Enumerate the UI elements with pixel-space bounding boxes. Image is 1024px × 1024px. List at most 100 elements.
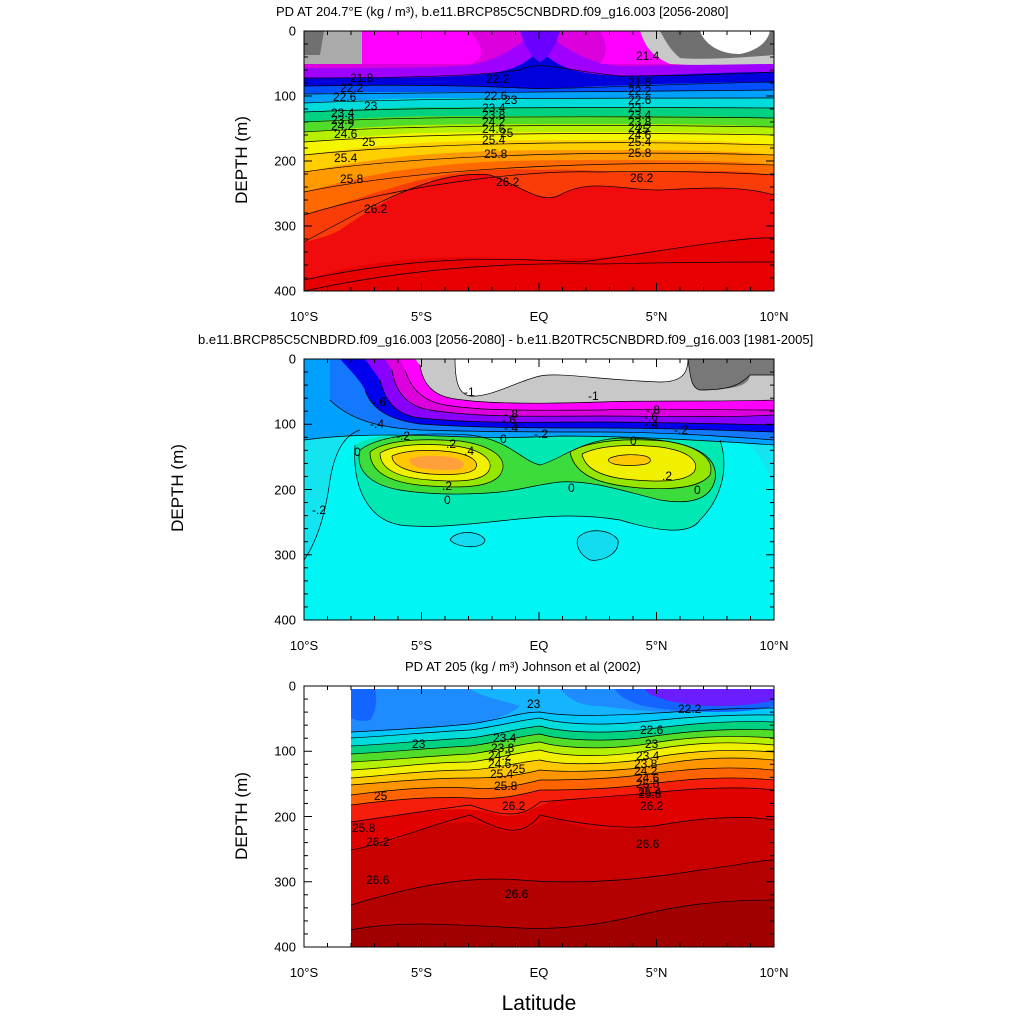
svg-text:21.8: 21.8	[628, 75, 652, 89]
svg-text:26.6: 26.6	[366, 873, 390, 887]
svg-text:.2: .2	[442, 479, 452, 493]
x-tick-label: 10°N	[759, 309, 789, 324]
svg-text:26.2: 26.2	[502, 799, 526, 813]
svg-text:22.2: 22.2	[486, 72, 510, 86]
y-tick-label: 400	[274, 283, 296, 299]
svg-text:23: 23	[527, 697, 541, 711]
svg-text:24.2: 24.2	[634, 764, 658, 778]
svg-text:24.6: 24.6	[628, 128, 652, 142]
svg-text:-.6: -.6	[372, 395, 386, 409]
svg-text:26.2: 26.2	[496, 175, 520, 189]
x-tick-label: 5°N	[645, 638, 668, 653]
svg-text:23: 23	[628, 101, 642, 115]
svg-text:23.8: 23.8	[482, 108, 506, 122]
x-tick-label: 5°N	[645, 965, 668, 980]
svg-text:24.6: 24.6	[488, 757, 512, 771]
svg-text:25.8: 25.8	[628, 146, 652, 160]
svg-text:26.2: 26.2	[364, 202, 388, 216]
y-tick-label: 400	[274, 612, 296, 628]
svg-text:22.2: 22.2	[340, 81, 364, 95]
svg-text:26.2: 26.2	[630, 171, 654, 185]
svg-text:-.4: -.4	[644, 417, 658, 431]
y-tick-label: 0	[288, 351, 296, 367]
x-tick-label: 10°N	[759, 638, 789, 653]
svg-text:25.4: 25.4	[482, 133, 506, 147]
svg-text:25: 25	[512, 762, 526, 776]
svg-text:0: 0	[500, 432, 507, 446]
svg-text:-1: -1	[588, 389, 599, 403]
svg-text:0: 0	[354, 445, 361, 459]
panel2-title: b.e11.BRCP85C5CNBDRD.f09_g16.003 [2056-2…	[198, 332, 814, 347]
svg-text:23: 23	[412, 737, 426, 751]
svg-text:25.4: 25.4	[334, 151, 358, 165]
svg-text:22.2: 22.2	[628, 84, 652, 98]
x-axis-label: Latitude	[501, 992, 577, 1015]
svg-text:-.6: -.6	[502, 413, 516, 427]
svg-text:-.2: -.2	[396, 429, 410, 443]
svg-text:25.8: 25.8	[494, 779, 518, 793]
y-tick-label: 400	[274, 939, 296, 955]
x-tick-label: EQ	[529, 638, 549, 653]
svg-text:0: 0	[630, 434, 637, 448]
x-tick-label: 5°N	[645, 309, 668, 324]
svg-text:26.2: 26.2	[640, 799, 664, 813]
svg-text:-.8: -.8	[504, 407, 518, 421]
svg-text:25.0: 25.0	[636, 777, 660, 791]
svg-text:0: 0	[694, 483, 701, 497]
svg-text:24.6: 24.6	[334, 127, 358, 141]
panel1-field	[304, 31, 774, 291]
y-tick-label: 200	[274, 153, 296, 169]
axes-frames	[303, 30, 775, 948]
svg-text:21.4: 21.4	[636, 49, 660, 63]
panel1-contour-labels: 21.8 22.2 22.6 23 23.4 23.8 24.2 24.6 25…	[331, 49, 660, 216]
y-tick-label: 0	[288, 23, 296, 39]
svg-text:-1: -1	[464, 385, 475, 399]
svg-text:25.8: 25.8	[352, 821, 376, 835]
svg-text:23: 23	[364, 99, 378, 113]
svg-text:25.8: 25.8	[340, 172, 364, 186]
y-tick-label: 100	[274, 416, 296, 432]
svg-text:23.8: 23.8	[628, 115, 652, 129]
svg-text:23.4: 23.4	[493, 731, 517, 745]
y-tick-label: 200	[274, 809, 296, 824]
svg-text:23.4: 23.4	[636, 749, 660, 763]
svg-text:25.8: 25.8	[638, 787, 662, 801]
svg-text:23.4: 23.4	[482, 101, 506, 115]
svg-text:25.4: 25.4	[638, 785, 662, 799]
x-tick-label: 10°S	[289, 309, 319, 324]
svg-text:25.4: 25.4	[628, 135, 652, 149]
x-tick-label: 10°S	[289, 638, 319, 653]
y-tick-label: 300	[274, 547, 296, 563]
svg-text:-.8: -.8	[646, 403, 660, 417]
svg-text:25.8: 25.8	[484, 147, 508, 161]
y-tick-label: 0	[288, 678, 296, 694]
svg-text:23: 23	[504, 93, 518, 107]
svg-text:0: 0	[568, 481, 575, 495]
y-tick-label: 100	[274, 743, 296, 759]
svg-text:23.4: 23.4	[331, 106, 355, 120]
panel3-contour-labels: 23 22.2 22.6 23 23 23.4 23.8 24.2 24.6 2…	[352, 697, 702, 901]
svg-text:-.2: -.2	[674, 423, 688, 437]
panel3-title: PD AT 205 (kg / m³) Johnson et al (2002)	[405, 659, 641, 674]
svg-text:22.2: 22.2	[678, 702, 702, 716]
svg-text:23.8: 23.8	[634, 757, 658, 771]
panel3-field	[304, 686, 774, 947]
y-tick-label: 100	[274, 88, 296, 104]
x-tick-label: 10°N	[759, 965, 789, 980]
x-tick-label: 5°S	[410, 965, 433, 980]
svg-text:25: 25	[500, 126, 514, 140]
svg-text:24.2: 24.2	[482, 115, 506, 129]
svg-text:.4: .4	[464, 444, 474, 458]
svg-text:22.6: 22.6	[484, 89, 508, 103]
svg-text:.2: .2	[662, 469, 672, 483]
svg-text:22.6: 22.6	[628, 93, 652, 107]
svg-text:23: 23	[645, 737, 659, 751]
svg-text:25.4: 25.4	[490, 767, 514, 781]
panel2-contour-labels: -.6 -.4 -.2 0 -.2 .2 .4 .2 0 -1 -.8 -.6 …	[312, 385, 701, 517]
x-tick-label: EQ	[529, 965, 549, 980]
svg-text:.2: .2	[446, 437, 456, 451]
svg-text:24.2: 24.2	[331, 119, 355, 133]
svg-text:-.2: -.2	[312, 503, 326, 517]
x-tick-label: 5°S	[410, 309, 433, 324]
